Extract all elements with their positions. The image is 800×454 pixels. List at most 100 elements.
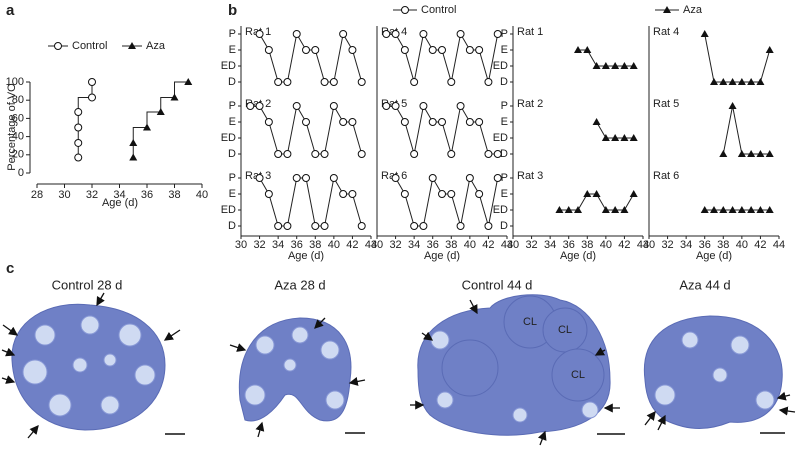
marker xyxy=(465,46,474,54)
marker xyxy=(493,30,502,38)
x-tick-label: 34 xyxy=(113,189,125,201)
marker xyxy=(583,46,592,53)
x-tick-label: 36 xyxy=(427,239,439,251)
series-line xyxy=(259,176,363,227)
marker xyxy=(747,206,756,213)
marker xyxy=(357,222,366,230)
x-tick-label: 34 xyxy=(272,239,284,251)
marker xyxy=(348,118,357,126)
x-tick-label: 42 xyxy=(754,239,766,251)
marker xyxy=(728,78,737,85)
panel-label: c xyxy=(6,260,14,277)
marker xyxy=(357,78,366,86)
subplot-title: Rat 1 xyxy=(517,26,543,38)
marker xyxy=(143,123,151,131)
marker xyxy=(574,206,582,213)
y-tick-label: ED xyxy=(221,204,236,216)
series-line xyxy=(704,33,771,83)
marker xyxy=(255,102,264,110)
series-line xyxy=(386,104,498,155)
y-tick-label: 80 xyxy=(12,94,24,106)
y-tick-label: 60 xyxy=(12,112,24,124)
marker xyxy=(601,134,610,141)
marker xyxy=(592,190,601,197)
marker xyxy=(320,78,329,86)
marker xyxy=(88,93,96,102)
marker xyxy=(765,150,774,157)
marker xyxy=(339,30,348,38)
x-tick-label: 40 xyxy=(196,189,208,201)
marker xyxy=(264,46,273,54)
marker xyxy=(74,123,83,132)
series-line xyxy=(386,32,499,83)
y-tick-label: P xyxy=(501,172,508,184)
x-tick-label: 34 xyxy=(408,239,420,251)
series-line xyxy=(250,104,363,155)
x-tick-label: 38 xyxy=(717,239,729,251)
marker xyxy=(170,93,179,101)
x-tick-label: 30 xyxy=(235,239,247,251)
marker xyxy=(574,46,582,53)
x-tick-label: 32 xyxy=(86,189,98,201)
x-tick-label: 38 xyxy=(445,239,457,251)
marker xyxy=(710,206,718,213)
y-tick-label: D xyxy=(228,76,236,88)
x-tick-label: 30 xyxy=(58,189,70,201)
marker xyxy=(129,138,138,146)
marker xyxy=(264,190,273,198)
marker xyxy=(710,78,718,85)
marker xyxy=(611,206,620,213)
x-tick-label: 34 xyxy=(680,239,692,251)
marker xyxy=(719,150,728,157)
y-tick-label: 20 xyxy=(12,149,24,161)
marker xyxy=(428,118,437,126)
marker xyxy=(765,46,774,53)
x-tick-label: 34 xyxy=(544,239,556,251)
image-label: CL xyxy=(571,369,585,381)
marker xyxy=(719,78,728,85)
y-tick-label: P xyxy=(229,28,236,40)
marker xyxy=(410,78,419,86)
marker xyxy=(283,150,292,158)
marker xyxy=(419,102,428,110)
micrograph xyxy=(229,317,366,438)
marker xyxy=(428,46,437,54)
marker xyxy=(320,150,329,158)
marker xyxy=(419,222,428,230)
legend-label: Aza xyxy=(683,4,703,16)
x-tick-label: 30 xyxy=(371,239,383,251)
marker xyxy=(601,62,610,69)
marker xyxy=(456,222,465,230)
panel-label: b xyxy=(228,2,237,19)
marker xyxy=(475,190,484,198)
x-tick-label: 36 xyxy=(699,239,711,251)
y-tick-label: D xyxy=(500,220,508,232)
marker xyxy=(74,153,83,162)
y-tick-label: E xyxy=(229,116,236,128)
marker xyxy=(493,174,502,182)
marker xyxy=(611,62,620,69)
marker xyxy=(129,153,138,161)
marker xyxy=(255,30,264,38)
y-tick-label: E xyxy=(501,44,508,56)
marker xyxy=(255,174,264,182)
series-line xyxy=(132,81,189,158)
marker xyxy=(274,78,283,86)
marker xyxy=(629,190,638,197)
marker xyxy=(465,174,474,182)
y-tick-label: 40 xyxy=(12,131,24,143)
y-tick-label: D xyxy=(500,76,508,88)
marker xyxy=(456,30,465,38)
marker xyxy=(475,46,484,54)
marker xyxy=(719,206,728,213)
image-caption: Aza 44 d xyxy=(679,277,730,292)
marker xyxy=(292,30,301,38)
y-tick-label: 100 xyxy=(6,76,24,88)
marker xyxy=(493,150,502,158)
x-axis-label: Age (d) xyxy=(560,250,596,262)
marker xyxy=(756,206,765,213)
marker xyxy=(320,222,329,230)
marker xyxy=(737,206,746,213)
x-tick-label: 44 xyxy=(501,239,513,251)
